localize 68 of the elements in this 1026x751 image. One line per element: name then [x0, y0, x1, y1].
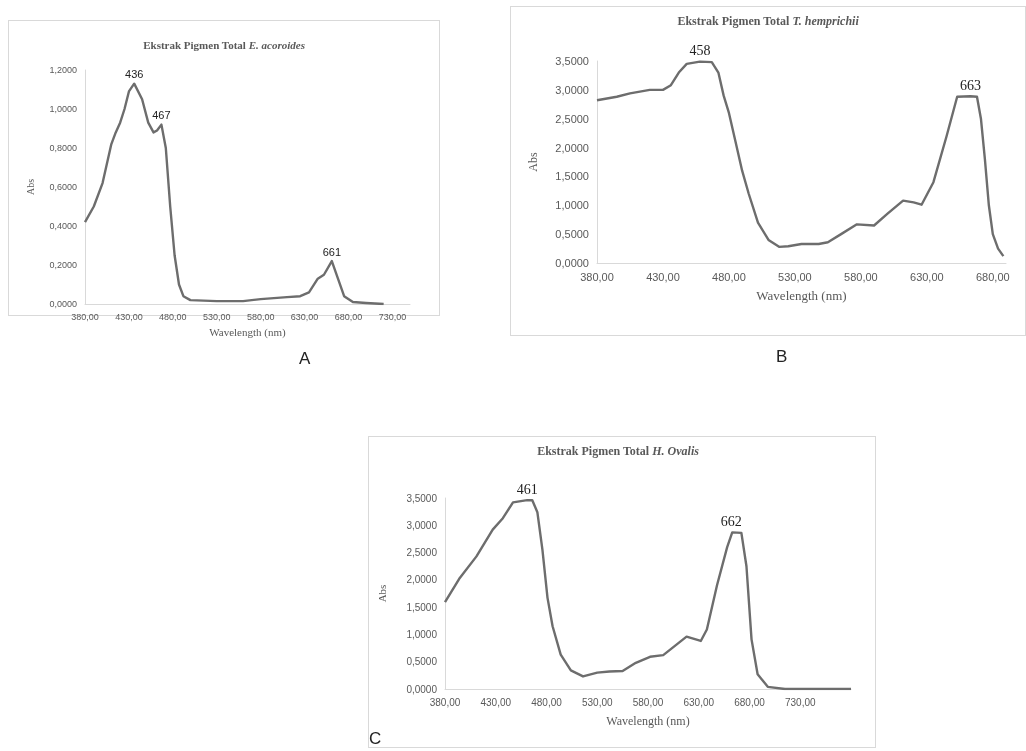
chart-title: Ekstrak Pigmen Total T. hemprichii — [677, 14, 860, 28]
annotation: 661 — [322, 245, 341, 258]
y-tick-label: 1,0000 — [49, 104, 77, 114]
annotation: 458 — [689, 43, 711, 59]
y-tick-label: 0,0000 — [49, 299, 77, 309]
y-tick-label: 0,4000 — [49, 221, 77, 231]
x-tick-label: 430,00 — [480, 696, 512, 708]
y-tick-label: 1,0000 — [555, 199, 589, 212]
y-tick-label: 3,5000 — [406, 492, 438, 504]
x-tick-label: 380,00 — [71, 311, 99, 322]
x-tick-label: 380,00 — [429, 696, 461, 708]
x-tick-label: 630,00 — [683, 696, 715, 708]
y-tick-label: 0,6000 — [49, 182, 77, 192]
chart-title: Ekstrak Pigmen Total E. acoroides — [143, 38, 305, 51]
x-tick-label: 480,00 — [712, 270, 746, 283]
x-tick-label: 530,00 — [581, 696, 613, 708]
x-tick-label: 430,00 — [646, 270, 680, 283]
y-axis-title: Abs — [526, 152, 540, 172]
y-tick-label: 3,0000 — [406, 519, 438, 531]
x-tick-label: 430,00 — [115, 311, 143, 322]
y-tick-label: 3,5000 — [555, 55, 589, 67]
x-tick-label: 380,00 — [580, 270, 614, 283]
x-tick-label: 630,00 — [290, 311, 319, 322]
x-tick-label: 480,00 — [531, 696, 563, 708]
y-tick-label: 1,2000 — [49, 65, 77, 75]
y-tick-label: 0,5000 — [555, 228, 589, 241]
x-tick-label: 680,00 — [334, 311, 363, 322]
x-axis-title: Wavelength (nm) — [756, 288, 847, 303]
line-series — [443, 498, 853, 691]
x-tick-label: 530,00 — [778, 270, 812, 283]
x-tick-label: 630,00 — [910, 270, 944, 283]
annotation: 663 — [959, 77, 981, 93]
annotation: 461 — [516, 481, 538, 497]
chart-title: Ekstrak Pigmen Total H. Ovalis — [537, 444, 700, 458]
y-tick-label: 0,2000 — [49, 260, 77, 270]
x-tick-label: 680,00 — [975, 270, 1010, 283]
x-tick-label: 530,00 — [202, 311, 231, 322]
y-tick-label: 2,5000 — [555, 112, 589, 125]
x-tick-label: 580,00 — [844, 270, 878, 283]
x-tick-label: 730,00 — [378, 311, 407, 322]
x-tick-label: 580,00 — [632, 696, 664, 708]
x-tick-label: 580,00 — [246, 311, 275, 322]
x-tick-label: 680,00 — [734, 696, 766, 708]
text: B — [776, 347, 788, 366]
annotation: 662 — [720, 513, 742, 529]
x-tick-label: 730,00 — [784, 696, 816, 708]
y-tick-label: 0,0000 — [406, 683, 438, 695]
y-tick-label: 1,5000 — [555, 170, 589, 183]
x-axis-title: Wavelength (nm) — [209, 325, 287, 339]
y-tick-label: 3,0000 — [555, 83, 589, 96]
y-tick-label: 1,5000 — [406, 601, 438, 613]
annotation: 467 — [152, 109, 171, 122]
x-axis-title: Wavelength (nm) — [606, 714, 690, 728]
y-tick-label: 1,0000 — [406, 628, 438, 640]
y-tick-label: 2,0000 — [406, 574, 438, 586]
line-series — [83, 82, 385, 306]
x-tick-label: 480,00 — [159, 311, 187, 322]
y-tick-label: 0,5000 — [406, 656, 438, 668]
y-axis-title: Abs — [375, 584, 388, 603]
text: C — [369, 729, 382, 748]
y-axis-title: Abs — [24, 178, 36, 196]
y-tick-label: 2,0000 — [555, 141, 589, 154]
y-tick-label: 0,0000 — [555, 257, 589, 269]
text: A — [299, 349, 311, 368]
line-series — [595, 60, 1005, 258]
annotation: 436 — [125, 68, 144, 81]
y-tick-label: 2,5000 — [406, 547, 438, 559]
y-tick-label: 0,8000 — [49, 143, 77, 153]
